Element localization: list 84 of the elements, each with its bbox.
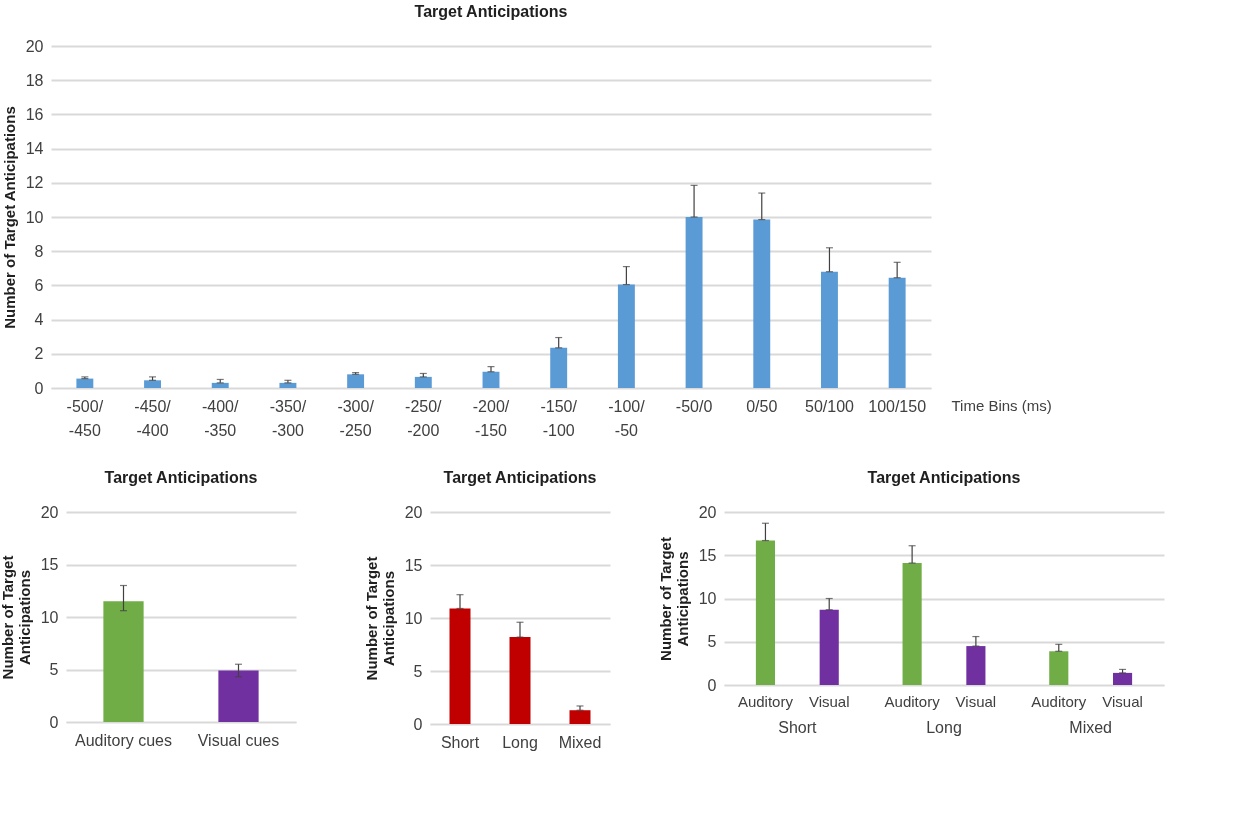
bar [76,378,94,388]
y-axis-title: Number of Target Anticipations [656,537,691,661]
y-tick-label: 15 [40,556,59,573]
x-tick-label: -400/-350 [202,397,240,439]
bar [144,380,161,388]
chart-title: Target Anticipations [104,469,258,486]
text: Visual [1102,693,1143,710]
bar [819,609,839,685]
y-tick-label: 12 [25,174,44,192]
y-tick-label: 4 [34,311,44,329]
text: Auditory [1031,693,1087,710]
x-tick-label: Short [440,733,480,751]
text: Visual [808,693,850,710]
y-axis-title: Number of Target Anticipations [0,106,18,329]
series-label: Auditory [737,693,794,710]
y-tick-label: 15 [698,546,717,564]
y-tick-label: 6 [34,276,44,294]
x-tick-label: -150/-100 [540,397,578,439]
x-tick-label: Visual cues [197,731,280,749]
bar [902,563,922,685]
y-tick-label: 20 [25,37,44,55]
text: Auditory [884,693,940,710]
bar [279,382,297,388]
x-tick-label: -50/0 [675,397,713,415]
bar [1112,672,1133,685]
x-tick-label: -300/-250 [337,397,375,439]
x-tick-label: -450/-400 [134,397,172,439]
x-tick-label: Auditory cues [75,731,172,749]
y-tick-label: 14 [25,140,44,158]
x-tick-label: Long [926,718,962,736]
bar [211,382,229,388]
y-tick-label: 8 [34,242,44,260]
x-tick-label: -100/-50 [608,397,646,439]
bar [482,371,500,388]
x-tick-label: Mixed [558,733,602,751]
bar [569,710,591,724]
y-tick-label: 15 [404,556,423,574]
bar [509,637,531,724]
chart-title: Target Anticipations [414,3,568,20]
y-tick-label: 20 [404,503,423,521]
bar [1049,651,1069,685]
x-tick-label: -200/-150 [472,397,510,439]
y-tick-label: 20 [40,503,59,521]
bar [685,217,703,388]
x-axis-title: Time Bins (ms) [951,396,1052,414]
x-tick-label: 0/50 [746,397,778,415]
x-tick-label: Mixed [1069,718,1113,736]
y-tick-label: 0 [34,379,44,397]
y-tick-label: 16 [25,105,44,123]
bar [753,219,771,388]
y-tick-label: 5 [49,661,59,678]
series-label: Visual [955,693,997,710]
x-tick-label: Long [502,733,538,751]
bar [617,284,635,388]
x-tick-label: 100/150 [868,397,927,415]
y-tick-label: 10 [404,609,423,627]
x-tick-label: -350/-300 [269,397,307,439]
y-tick-label: 0 [49,713,59,731]
y-axis-title: Number of Target Anticipations [0,555,33,680]
x-tick-label: -250/-200 [405,397,443,439]
y-tick-label: 20 [698,503,717,521]
y-tick-label: 10 [25,208,44,226]
bar [347,374,365,388]
bar [755,540,776,685]
y-tick-label: 0 [707,676,717,694]
y-tick-label: 10 [698,590,717,607]
bar [550,347,568,388]
x-tick-label: 50/100 [804,397,855,415]
chart-title: Target Anticipations [867,469,1021,486]
y-tick-label: 2 [34,345,44,363]
x-tick-label: -500/-450 [66,397,104,439]
bar [414,376,432,388]
y-tick-label: 18 [25,71,44,89]
bar [888,277,906,388]
y-tick-label: 10 [40,608,59,626]
x-tick-label: Short [778,718,818,736]
bar [821,271,838,388]
bar [966,646,986,685]
chart-title: Target Anticipations [443,469,597,486]
y-tick-label: 5 [413,662,423,680]
y-axis-title: Number of Target Anticipations [362,556,397,681]
y-tick-label: 0 [413,715,423,733]
bar [449,608,471,724]
y-tick-label: 5 [707,633,717,651]
